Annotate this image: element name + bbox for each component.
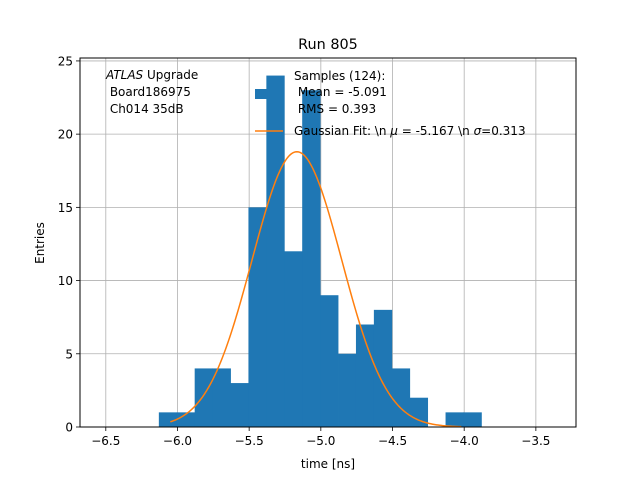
- histogram-bar: [212, 368, 231, 427]
- annotation-box: ATLAS Upgrade Board186975 Ch014 35dB: [105, 68, 198, 116]
- atlas-label: ATLAS: [105, 68, 144, 82]
- histogram-bar: [355, 324, 375, 427]
- upgrade-label: Upgrade: [143, 68, 198, 82]
- histogram-bar: [409, 397, 429, 427]
- histogram-bar: [194, 368, 214, 427]
- y-tick-label: 20: [58, 128, 73, 142]
- histogram-bar: [302, 90, 321, 427]
- legend-hist-line-2: Mean = -5.091: [294, 85, 387, 99]
- x-tick-label: −5.5: [235, 434, 264, 448]
- annotation-line-3: Ch014 35dB: [106, 102, 184, 116]
- histogram-bar: [445, 412, 464, 427]
- x-tick-label: −4.5: [378, 434, 407, 448]
- legend-fit-label: Gaussian Fit: \n μ = -5.167 \n σ=0.313: [294, 124, 526, 138]
- gaussian-fit: [170, 150, 462, 428]
- x-tick-label: −4.0: [450, 434, 479, 448]
- histogram-bar: [320, 295, 339, 427]
- x-tick-label: −6.0: [163, 434, 192, 448]
- x-axis: −6.5 −6.0 −5.5 −5.0 −4.5 −4.0 −3.5: [91, 427, 550, 448]
- histogram-bar: [338, 353, 357, 427]
- histogram-bar: [373, 309, 393, 427]
- histogram-bar: [248, 207, 267, 427]
- legend-fit-mid: = -5.167 \n: [398, 124, 474, 138]
- x-axis-label: time [ns]: [301, 457, 355, 471]
- legend-fit-mu: μ: [389, 124, 398, 138]
- x-tick-label: −5.0: [306, 434, 335, 448]
- legend-fit-suffix: =0.313: [481, 124, 525, 138]
- legend-hist-line-3: RMS = 0.393: [294, 102, 376, 116]
- histogram-bar: [230, 383, 249, 427]
- histogram-bar: [266, 75, 285, 428]
- y-tick-label: 15: [58, 201, 73, 215]
- y-tick-label: 10: [58, 274, 73, 288]
- y-axis-label: Entries: [33, 222, 47, 264]
- y-axis: 0 5 10 15 20 25: [58, 54, 80, 435]
- x-tick-label: −3.5: [521, 434, 550, 448]
- gaussian-fit-line: [170, 150, 462, 428]
- histogram-bar: [391, 368, 411, 427]
- chart-title: Run 805: [298, 37, 358, 53]
- legend-hist-swatch: [255, 89, 283, 99]
- histogram-bar: [284, 251, 303, 427]
- histogram-bar: [463, 412, 482, 427]
- legend-fit-prefix: Gaussian Fit: \n: [294, 124, 390, 138]
- histogram-bar: [158, 412, 178, 427]
- legend-fit-sigma: σ: [474, 124, 482, 138]
- legend: Samples (124): Mean = -5.091 RMS = 0.393…: [255, 69, 526, 138]
- histogram-bar: [176, 412, 196, 427]
- annotation-line-1: ATLAS Upgrade: [105, 68, 198, 82]
- legend-hist-line-1: Samples (124):: [294, 69, 385, 83]
- y-tick-label: 25: [58, 54, 73, 68]
- y-tick-label: 5: [65, 347, 73, 361]
- axes-frame: [79, 57, 577, 428]
- y-tick-label: 0: [65, 421, 73, 435]
- annotation-line-2: Board186975: [106, 85, 191, 99]
- x-tick-label: −6.5: [91, 434, 120, 448]
